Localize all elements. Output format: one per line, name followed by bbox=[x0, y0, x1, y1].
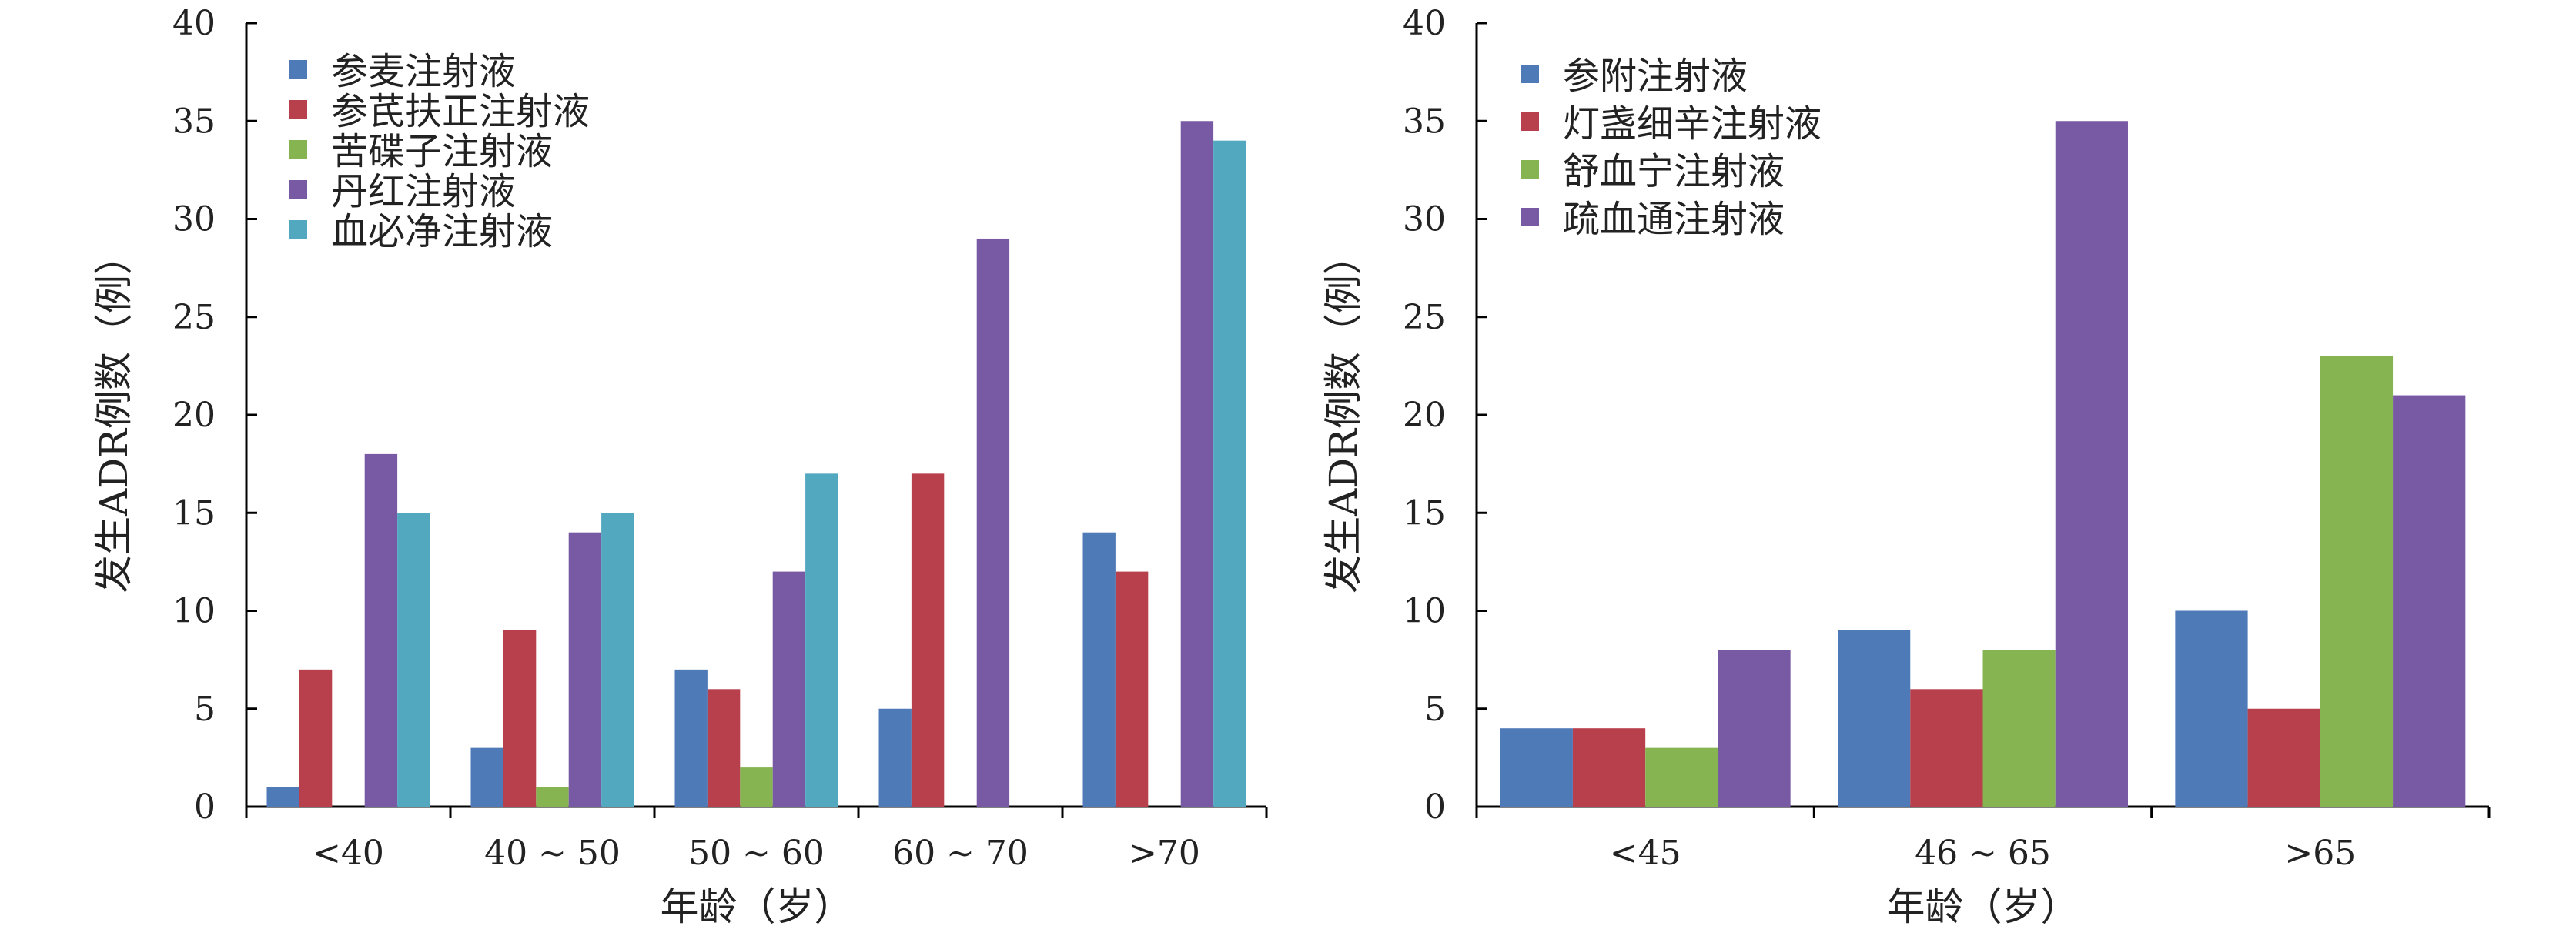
left-legend-swatch bbox=[289, 220, 307, 239]
left-category-label: 40 ~ 50 bbox=[484, 834, 621, 873]
left-category-label: 50 ~ 60 bbox=[688, 834, 825, 873]
right-legend-label: 舒血宁注射液 bbox=[1563, 150, 1785, 193]
left-y-axis-title: 发生ADR例数（例） bbox=[92, 236, 136, 593]
left-category-label: >70 bbox=[1129, 834, 1200, 873]
left-y-tick-label: 30 bbox=[172, 200, 216, 239]
left-bar bbox=[707, 689, 741, 807]
left-bar bbox=[397, 513, 430, 807]
left-bar bbox=[1180, 121, 1214, 807]
left-bar bbox=[1082, 532, 1116, 807]
right-x-axis-title: 年龄（岁） bbox=[1887, 884, 2079, 929]
right-y-tick-label: 10 bbox=[1403, 592, 1446, 631]
left-legend-label: 苦碟子注射液 bbox=[331, 130, 553, 173]
right-legend-swatch bbox=[1521, 160, 1539, 179]
left-bar bbox=[364, 453, 398, 807]
left-bar bbox=[740, 767, 773, 807]
right-y-tick-label: 0 bbox=[1424, 787, 1446, 827]
right-legend-label: 灯盏细辛注射液 bbox=[1563, 102, 1822, 145]
chart-right: 0 5 10 15 20 25 30 35 40 <45 46 ~ 65 >65 参附注射液灯盏细辛注射… bbox=[1321, 4, 2491, 929]
left-bar bbox=[674, 669, 708, 807]
right-bar bbox=[1982, 650, 2056, 807]
left-legend-label: 丹红注射液 bbox=[331, 170, 516, 213]
right-y-tick-label: 35 bbox=[1403, 102, 1446, 141]
right-bar bbox=[1838, 630, 1911, 807]
right-category-label: 46 ~ 65 bbox=[1915, 834, 2051, 873]
left-bar bbox=[805, 473, 838, 807]
right-y-tick-label: 20 bbox=[1403, 396, 1446, 435]
left-legend-swatch bbox=[289, 180, 307, 199]
right-bar bbox=[1718, 650, 1791, 807]
right-legend-label: 参附注射液 bbox=[1563, 55, 1748, 98]
left-legend-swatch bbox=[289, 100, 307, 119]
left-bar bbox=[470, 747, 503, 807]
left-bar bbox=[878, 708, 912, 807]
right-bar bbox=[1572, 728, 1646, 807]
left-category-label: 60 ~ 70 bbox=[892, 834, 1029, 873]
left-bar bbox=[1115, 571, 1149, 807]
left-bar bbox=[536, 787, 569, 807]
left-x-axis-title: 年龄（岁） bbox=[661, 884, 853, 929]
right-legend-swatch bbox=[1521, 65, 1539, 83]
left-legend-swatch bbox=[289, 60, 307, 79]
left-bar bbox=[1213, 140, 1246, 807]
right-legend-swatch bbox=[1521, 208, 1539, 226]
left-y-tick-label: 10 bbox=[172, 592, 216, 631]
left-y-tick-label: 5 bbox=[194, 690, 216, 729]
right-bar bbox=[2393, 395, 2466, 807]
right-y-tick-label: 25 bbox=[1403, 298, 1446, 337]
right-category-label: <45 bbox=[1610, 834, 1681, 873]
right-bar bbox=[1500, 728, 1573, 807]
left-bar bbox=[503, 630, 537, 807]
left-bar bbox=[568, 532, 602, 807]
left-bar bbox=[266, 787, 299, 807]
right-bar bbox=[1910, 689, 1983, 807]
right-legend-swatch bbox=[1521, 112, 1539, 131]
left-legend-label: 参芪扶正注射液 bbox=[331, 90, 590, 133]
left-bar bbox=[976, 238, 1010, 807]
right-y-tick-label: 30 bbox=[1403, 200, 1446, 239]
left-legend-label: 参麦注射液 bbox=[331, 50, 516, 93]
left-y-tick-label: 35 bbox=[172, 102, 216, 141]
right-category-label: >65 bbox=[2284, 834, 2356, 873]
left-bar bbox=[911, 473, 945, 807]
left-legend-swatch bbox=[289, 140, 307, 159]
right-y-axis-title: 发生ADR例数（例） bbox=[1321, 236, 1366, 593]
right-y-tick-label: 5 bbox=[1424, 690, 1446, 729]
right-bar bbox=[2055, 121, 2128, 807]
left-y-tick-label: 40 bbox=[172, 4, 216, 43]
left-bar bbox=[601, 513, 634, 807]
right-bar bbox=[2320, 356, 2394, 807]
left-y-tick-label: 25 bbox=[172, 298, 216, 337]
right-legend-label: 疏血通注射液 bbox=[1563, 198, 1785, 241]
right-bar bbox=[1645, 747, 1718, 807]
left-y-tick-label: 0 bbox=[194, 787, 216, 827]
right-bar bbox=[2175, 610, 2248, 807]
left-legend-label: 血必净注射液 bbox=[331, 210, 553, 253]
left-bar bbox=[299, 669, 333, 807]
left-y-tick-label: 20 bbox=[172, 396, 216, 435]
left-bar bbox=[772, 571, 806, 807]
right-y-tick-label: 40 bbox=[1403, 4, 1446, 43]
right-y-tick-label: 15 bbox=[1403, 493, 1446, 533]
left-y-tick-label: 15 bbox=[172, 493, 216, 533]
left-category-label: <40 bbox=[313, 834, 384, 873]
right-bar bbox=[2247, 708, 2320, 807]
chart-left: 0 5 10 15 20 25 30 35 40 <40 40 ~ 50 50 ~ 60 60 ~ 70… bbox=[92, 4, 1268, 929]
